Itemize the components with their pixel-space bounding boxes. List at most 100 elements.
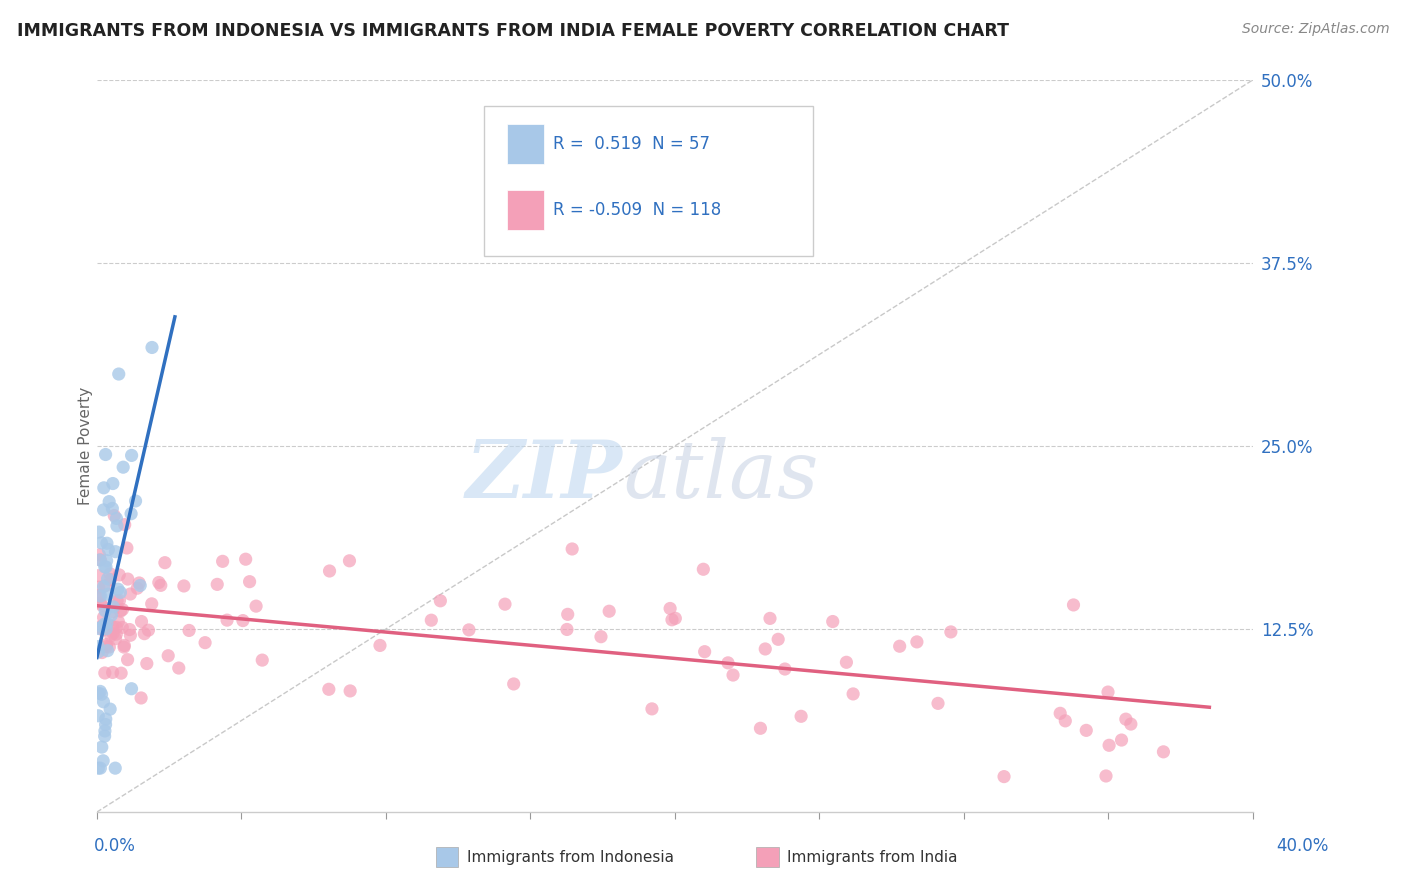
Point <box>94 578 117 592</box>
Point <box>339 684 361 698</box>
Point <box>89 590 111 604</box>
Text: R = -0.509  N = 118: R = -0.509 N = 118 <box>554 201 721 219</box>
Point <box>94 717 117 731</box>
Point <box>717 656 740 670</box>
Point <box>429 594 451 608</box>
Point <box>318 682 340 697</box>
Point <box>993 770 1015 784</box>
Point <box>110 585 132 599</box>
Point <box>93 729 115 743</box>
Point <box>93 617 115 632</box>
Point <box>93 481 115 495</box>
Text: 0.0%: 0.0% <box>94 837 136 855</box>
Point <box>87 761 110 775</box>
Point <box>111 602 134 616</box>
Point <box>561 541 583 556</box>
Point <box>157 648 180 663</box>
Point <box>661 613 683 627</box>
Point <box>101 665 124 680</box>
Point <box>889 639 911 653</box>
Point <box>235 552 257 566</box>
Point <box>91 646 114 660</box>
FancyBboxPatch shape <box>508 190 544 230</box>
Point <box>104 761 127 775</box>
Point <box>239 574 262 589</box>
Point <box>110 666 132 681</box>
Point <box>1115 712 1137 726</box>
Point <box>721 668 744 682</box>
Point <box>97 643 120 657</box>
Point <box>692 562 714 576</box>
Point <box>89 761 111 775</box>
Point <box>90 589 112 603</box>
Point <box>87 708 110 723</box>
Text: R =  0.519  N = 57: R = 0.519 N = 57 <box>554 135 710 153</box>
Point <box>89 684 111 698</box>
Point <box>121 449 143 463</box>
Y-axis label: Female Poverty: Female Poverty <box>79 387 93 505</box>
Point <box>94 448 117 462</box>
Point <box>766 632 789 647</box>
Point <box>1063 598 1085 612</box>
Point <box>120 628 142 642</box>
Point <box>96 638 118 652</box>
Point <box>105 620 128 634</box>
Point <box>1152 745 1174 759</box>
Point <box>87 525 110 540</box>
Point <box>101 476 124 491</box>
Point <box>93 503 115 517</box>
Point <box>87 620 110 634</box>
Point <box>124 494 146 508</box>
Point <box>101 605 124 619</box>
Point <box>135 657 157 671</box>
Point <box>87 580 110 594</box>
Point <box>790 709 813 723</box>
Text: IMMIGRANTS FROM INDONESIA VS IMMIGRANTS FROM INDIA FEMALE POVERTY CORRELATION CH: IMMIGRANTS FROM INDONESIA VS IMMIGRANTS … <box>17 22 1010 40</box>
Point <box>94 560 117 574</box>
Point <box>100 608 122 623</box>
Point <box>103 599 125 614</box>
Point <box>232 614 254 628</box>
Point <box>101 619 124 633</box>
Point <box>211 554 233 568</box>
Point <box>835 655 858 669</box>
Point <box>759 611 782 625</box>
Point <box>557 607 579 622</box>
Point <box>773 662 796 676</box>
Point <box>127 581 149 595</box>
Point <box>939 624 962 639</box>
Point <box>153 556 176 570</box>
Point <box>1097 685 1119 699</box>
Text: atlas: atlas <box>623 436 818 514</box>
Point <box>1095 769 1118 783</box>
Point <box>138 623 160 637</box>
Point <box>91 623 114 637</box>
Point <box>89 553 111 567</box>
Point <box>90 687 112 701</box>
Point <box>91 754 114 768</box>
Point <box>252 653 274 667</box>
Point <box>134 626 156 640</box>
Point <box>89 596 111 610</box>
Point <box>96 536 118 550</box>
Point <box>94 665 117 680</box>
Point <box>89 553 111 567</box>
Point <box>90 740 112 755</box>
Point <box>1119 717 1142 731</box>
Point <box>149 578 172 592</box>
Point <box>90 536 112 550</box>
Point <box>101 626 124 640</box>
Point <box>101 501 124 516</box>
Point <box>173 579 195 593</box>
Point <box>494 597 516 611</box>
Point <box>94 560 117 574</box>
Point <box>97 572 120 586</box>
Point <box>97 542 120 557</box>
Point <box>87 686 110 700</box>
Point <box>107 367 129 381</box>
Point <box>96 640 118 654</box>
Point <box>93 580 115 594</box>
Point <box>120 507 142 521</box>
Point <box>194 635 217 649</box>
Point <box>1076 723 1098 738</box>
